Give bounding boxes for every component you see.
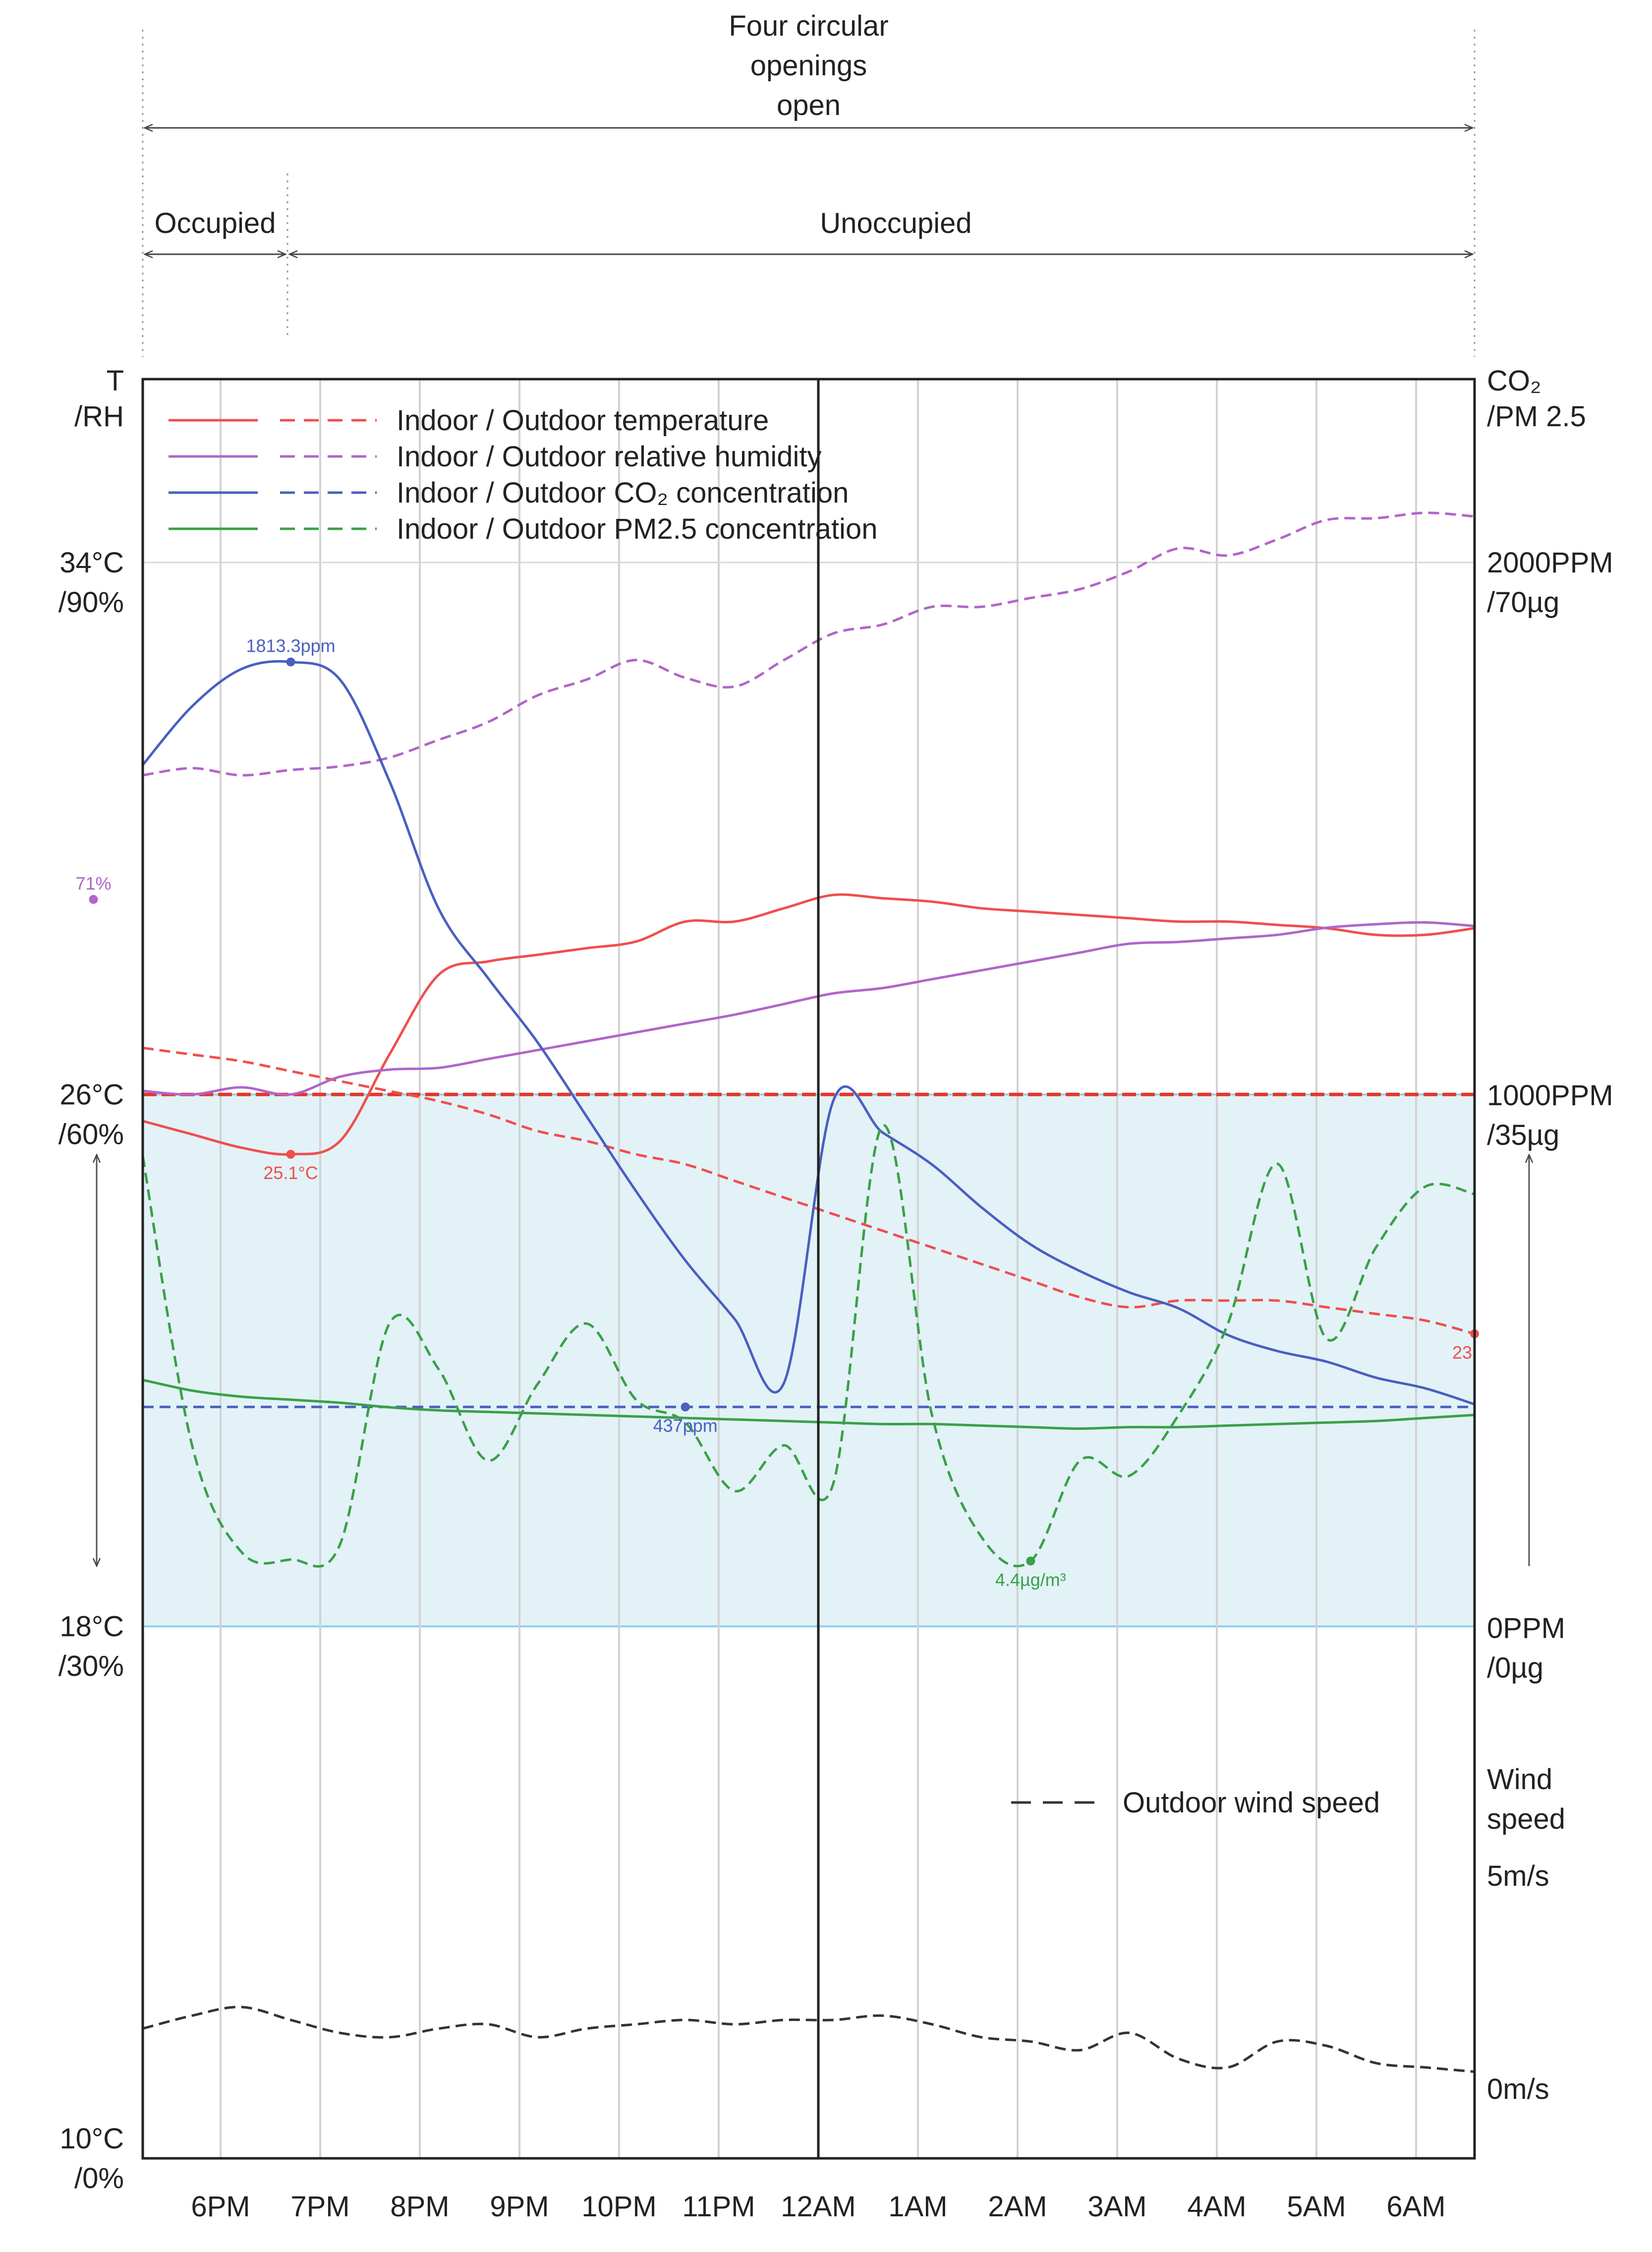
left-tick-10-line-1: 10°C	[59, 2123, 124, 2155]
indoor-pm2-5-concentration-line	[142, 1378, 1475, 1430]
x-tick-6am: 6AM	[1386, 2191, 1445, 2223]
left-tick-26-line-1: 26°C	[59, 1078, 124, 1111]
legend-label-2: Indoor / Outdoor CO₂ concentration	[397, 477, 849, 509]
x-tick-5am: 5AM	[1287, 2191, 1346, 2223]
x-tick-12am: 12AM	[781, 2191, 856, 2223]
annotation-label-4: 71%	[75, 873, 111, 894]
openings-label-line-3: open	[777, 89, 841, 121]
annotation-label-3: 23	[1452, 1342, 1472, 1362]
indoor-relative-humidity-line	[142, 921, 1475, 1096]
wind-tick-0: 5m/s	[1487, 1860, 1549, 1892]
legend-label-0: Indoor / Outdoor temperature	[397, 404, 769, 437]
x-tick-6pm: 6PM	[191, 2191, 250, 2223]
annotation-label-2: 25.1°C	[263, 1163, 318, 1183]
indoor-co2-concentration-line	[142, 660, 1475, 1406]
left-axis-title-t: T	[107, 365, 124, 397]
left-tick-34-line-1: 34°C	[59, 547, 124, 579]
annotation-label-0: 1813.3ppm	[246, 636, 335, 656]
left-tick-18-line-1: 18°C	[59, 1611, 124, 1643]
outdoor-wind-speed-line	[142, 2006, 1475, 2073]
annotation-marker-2	[286, 1150, 295, 1159]
x-tick-10pm: 10PM	[581, 2191, 657, 2223]
right-tick-2000-line-1: 2000PPM	[1487, 547, 1613, 579]
gridlines	[143, 379, 1475, 2158]
right-tick-0-line-2: /0µg	[1487, 1652, 1543, 1684]
series-group	[141, 511, 1475, 2073]
left-axis-title-rh: /RH	[74, 400, 124, 433]
x-tick-4am: 4AM	[1187, 2191, 1246, 2223]
legend-wind-label: Outdoor wind speed	[1123, 1787, 1380, 1819]
left-tick-26-line-2: /60%	[58, 1118, 124, 1150]
openings-label-line-1: Four circular	[729, 10, 888, 42]
outdoor-pm2-5-concentration-line	[141, 1124, 1475, 1568]
wind-tick-1: 0m/s	[1487, 2073, 1549, 2105]
left-tick-18-line-2: /30%	[58, 1650, 124, 1683]
annotation-marker-5	[1026, 1556, 1035, 1566]
legend: Indoor / Outdoor temperature Indoor / Out…	[169, 404, 1380, 1819]
x-tick-2am: 2AM	[988, 2191, 1047, 2223]
occupied-label: Occupied	[154, 207, 276, 239]
indoor-temperature-line	[142, 893, 1475, 1156]
x-tick-7pm: 7PM	[290, 2191, 349, 2223]
x-tick-1am: 1AM	[888, 2191, 947, 2223]
right-tick-1000-line-2: /35µg	[1487, 1119, 1559, 1151]
right-axis-title-co2: CO₂	[1487, 365, 1541, 397]
legend-label-3: Indoor / Outdoor PM2.5 concentration	[397, 513, 877, 545]
outdoor-relative-humidity-line	[142, 511, 1475, 777]
openings-label-line-2: openings	[750, 50, 867, 82]
right-tick-2000-line-2: /70µg	[1487, 586, 1559, 619]
x-tick-9pm: 9PM	[490, 2191, 549, 2223]
annotation-marker-0	[286, 657, 295, 667]
right-tick-1000-line-1: 1000PPM	[1487, 1079, 1613, 1112]
left-tick-34-line-2: /90%	[58, 586, 124, 619]
tick-labels: 34°C/90% 26°C/60% 18°C/30% 10°C/0% 2000PPM/7…	[58, 547, 1613, 2223]
annotation-label-1: 437ppm	[653, 1415, 718, 1436]
wind-axis-title-line-1: Wind	[1487, 1763, 1552, 1796]
comfort-band	[143, 1094, 1475, 1627]
unoccupied-label: Unoccupied	[820, 207, 971, 239]
x-tick-3am: 3AM	[1087, 2191, 1146, 2223]
x-tick-8pm: 8PM	[390, 2191, 449, 2223]
annotation-marker-4	[89, 895, 98, 904]
wind-axis-title-line-2: speed	[1487, 1803, 1565, 1835]
outdoor-temperature-line	[142, 1046, 1475, 1335]
left-tick-10-line-2: /0%	[74, 2162, 124, 2195]
annotation-marker-1	[681, 1402, 690, 1411]
right-axis-title-pm25: /PM 2.5	[1487, 400, 1586, 433]
legend-label-1: Indoor / Outdoor relative humidity	[397, 441, 822, 473]
annotation-label-5: 4.4µg/m³	[995, 1570, 1066, 1590]
right-tick-0-line-1: 0PPM	[1487, 1612, 1565, 1644]
x-tick-11pm: 11PM	[682, 2191, 755, 2223]
plot-frame	[141, 378, 1476, 2160]
